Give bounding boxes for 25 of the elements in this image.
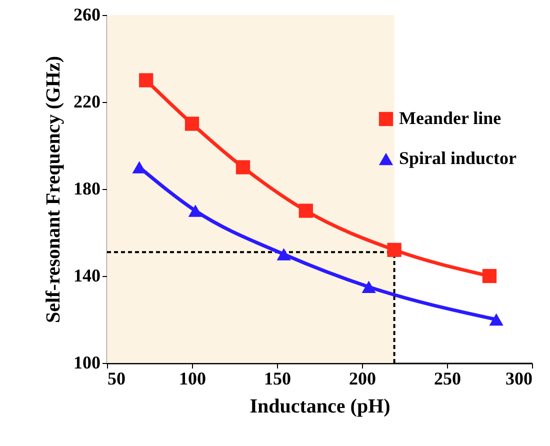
x-tick-label: 200 — [349, 368, 376, 388]
x-tick-label: 250 — [434, 368, 461, 388]
y-tick-label: 140 — [74, 266, 100, 286]
y-tick-label: 180 — [74, 178, 100, 198]
y-tick-label: 220 — [74, 92, 100, 112]
point — [236, 160, 250, 174]
x-tick-label: 300 — [506, 368, 532, 388]
point — [139, 73, 154, 88]
x-tick-label: 150 — [264, 368, 291, 388]
point — [188, 204, 202, 217]
point — [482, 268, 497, 284]
x-tick-label: 100 — [179, 368, 206, 388]
x-tick-label: 50 — [108, 368, 126, 388]
y-tick-label: 260 — [74, 4, 100, 24]
legend-label: Spiral inductor — [399, 148, 517, 168]
point — [184, 116, 200, 131]
x-axis-title: Inductance (pH) — [250, 396, 390, 418]
point — [362, 280, 376, 293]
point — [276, 248, 291, 260]
point — [298, 204, 313, 218]
point — [489, 313, 504, 326]
legend-label: Meander line — [399, 108, 502, 128]
y-tick-label: 100 — [74, 352, 100, 372]
y-axis-title: Self-resonant Frequency (GHz) — [42, 56, 64, 324]
point — [387, 242, 402, 257]
